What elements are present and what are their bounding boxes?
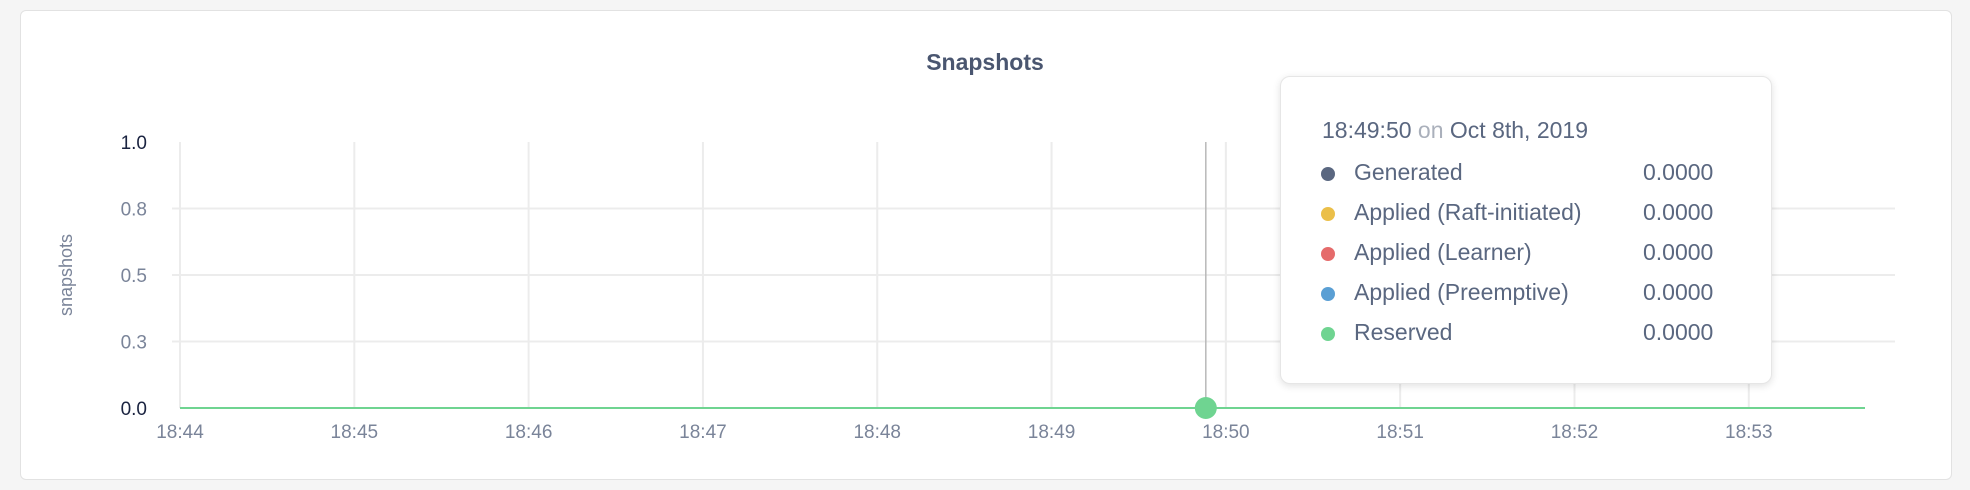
legend-dot-icon (1321, 327, 1335, 341)
y-tick-label: 0.0 (121, 399, 147, 420)
tooltip-series-label: Applied (Raft-initiated) (1354, 199, 1582, 225)
x-tick-label: 18:44 (156, 422, 204, 443)
x-tick-label: 18:46 (505, 422, 553, 443)
tooltip-series-value: 0.0000 (1643, 199, 1714, 225)
x-tick-label: 18:53 (1725, 422, 1773, 443)
x-tick-label: 18:49 (1028, 422, 1076, 443)
y-tick-label: 1.0 (121, 133, 147, 154)
tooltip-header: 18:49:50 on Oct 8th, 2019 (1322, 117, 1588, 144)
chart-title: Snapshots (926, 49, 1044, 75)
tooltip-row: Generated 0.0000 (1321, 159, 1741, 189)
tooltip-row: Applied (Learner) 0.0000 (1321, 239, 1741, 269)
x-tick-label: 18:48 (853, 422, 901, 443)
x-tick-label: 18:45 (331, 422, 379, 443)
x-tick-label: 18:51 (1376, 422, 1424, 443)
tooltip-row: Reserved 0.0000 (1321, 319, 1741, 349)
x-tick-label: 18:47 (679, 422, 727, 443)
y-tick-label: 0.3 (121, 333, 147, 354)
tooltip-series-value: 0.0000 (1643, 239, 1714, 265)
tooltip-series-value: 0.0000 (1643, 159, 1714, 185)
tooltip-row: Applied (Preemptive) 0.0000 (1321, 279, 1741, 309)
tooltip-series-label: Reserved (1354, 319, 1453, 345)
tooltip-series-label: Applied (Preemptive) (1354, 279, 1569, 305)
tooltip-series-value: 0.0000 (1643, 279, 1714, 305)
legend-dot-icon (1321, 207, 1335, 221)
legend-dot-icon (1321, 247, 1335, 261)
x-tick-label: 18:50 (1202, 422, 1250, 443)
tooltip-series-label: Generated (1354, 159, 1463, 185)
tooltip-row: Applied (Raft-initiated) 0.0000 (1321, 199, 1741, 229)
tooltip-series-value: 0.0000 (1643, 319, 1714, 345)
tooltip-time: 18:49:50 (1322, 117, 1412, 143)
y-tick-label: 0.8 (121, 200, 147, 221)
tooltip-on: on (1417, 117, 1444, 143)
hover-point (1194, 397, 1217, 419)
y-axis-label: snapshots (56, 234, 76, 316)
y-tick-label: 0.5 (121, 266, 147, 287)
x-tick-label: 18:52 (1551, 422, 1599, 443)
legend-dot-icon (1321, 287, 1335, 301)
legend-dot-icon (1321, 167, 1335, 181)
tooltip-series-label: Applied (Learner) (1354, 239, 1532, 265)
hover-tooltip: 18:49:50 on Oct 8th, 2019 Generated 0.000… (1280, 76, 1772, 384)
tooltip-date: Oct 8th, 2019 (1449, 117, 1588, 143)
